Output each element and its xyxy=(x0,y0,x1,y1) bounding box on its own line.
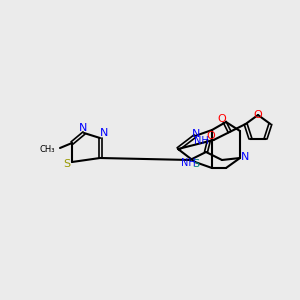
Text: NH: NH xyxy=(181,158,195,168)
Text: N: N xyxy=(100,128,108,138)
Text: O: O xyxy=(207,131,215,141)
Text: N: N xyxy=(241,152,249,162)
Text: CH₃: CH₃ xyxy=(40,146,55,154)
Text: NH: NH xyxy=(194,136,208,146)
Text: O: O xyxy=(254,110,262,120)
Text: O: O xyxy=(217,114,226,124)
Text: S: S xyxy=(192,159,200,169)
Text: N: N xyxy=(192,129,200,139)
Text: S: S xyxy=(63,159,70,169)
Text: N: N xyxy=(79,123,87,133)
